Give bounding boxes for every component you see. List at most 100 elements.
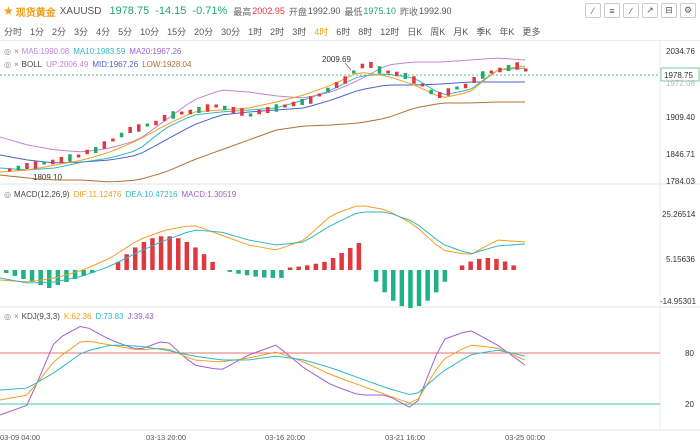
kdj-k-line bbox=[0, 340, 526, 404]
macd-bar bbox=[64, 270, 69, 282]
candle bbox=[283, 104, 287, 108]
price-change-pct: -0.71% bbox=[192, 5, 228, 17]
ma5-value: MA5:1990.08 bbox=[21, 47, 70, 56]
macd-bar bbox=[339, 253, 344, 270]
eye-icon[interactable]: ◎ bbox=[4, 190, 11, 199]
macd-bar bbox=[81, 270, 86, 276]
macd-bar bbox=[115, 261, 121, 270]
period-tab[interactable]: 1分 bbox=[30, 26, 45, 37]
boll-low-value: LOW:1928.04 bbox=[142, 60, 192, 69]
period-tab[interactable]: 20分 bbox=[194, 26, 214, 37]
kdj-legend: ◎ × KDJ(9,3,3) K:62.36 D:73.83 J:39.43 bbox=[4, 312, 158, 321]
macd-bar bbox=[29, 270, 35, 282]
macd-bar bbox=[305, 265, 310, 270]
ma20-value: MA20:1967.26 bbox=[129, 47, 182, 56]
period-tab[interactable]: 15分 bbox=[167, 26, 187, 37]
macd-legend: ◎ MACD(12,26,9) DIF:11.12476 DEA:10.4721… bbox=[4, 190, 240, 199]
close-icon[interactable]: × bbox=[13, 312, 19, 321]
period-tab[interactable]: 30分 bbox=[221, 26, 241, 37]
macd-bar bbox=[287, 267, 293, 270]
period-tab[interactable]: 季K bbox=[476, 26, 492, 37]
macd-dea-line bbox=[0, 211, 526, 284]
candle bbox=[197, 107, 201, 113]
macd-bar bbox=[72, 270, 78, 279]
period-tab[interactable]: 4时 bbox=[314, 26, 329, 37]
price-change: -14.15 bbox=[155, 5, 187, 17]
macd-bar bbox=[244, 270, 250, 276]
period-tab[interactable]: 月K bbox=[453, 26, 469, 37]
macd-bar bbox=[494, 258, 499, 270]
candle bbox=[205, 104, 210, 112]
macd-bar bbox=[150, 238, 155, 270]
macd-bar bbox=[141, 242, 147, 270]
close-icon[interactable]: × bbox=[13, 47, 19, 56]
period-tab[interactable]: 周K bbox=[430, 26, 446, 37]
cross-tool-icon[interactable]: ↗ bbox=[642, 3, 658, 18]
macd-bar bbox=[38, 270, 43, 285]
candle bbox=[438, 92, 442, 98]
period-tab[interactable]: 2时 bbox=[270, 26, 285, 37]
macd-bar bbox=[511, 265, 516, 270]
chart-tools: ⁄ ≡ ∕ ↗ ⊟ ⚙ bbox=[585, 3, 696, 18]
candle bbox=[524, 68, 528, 72]
boll-up-value: UP:2006.49 bbox=[46, 60, 89, 69]
candle bbox=[188, 109, 193, 115]
close-icon[interactable]: × bbox=[13, 60, 19, 69]
period-tab[interactable]: 3分 bbox=[74, 26, 89, 37]
ma5-line bbox=[0, 65, 526, 173]
macd-bar bbox=[330, 258, 336, 270]
macd-bar bbox=[262, 270, 267, 278]
eye-icon[interactable]: ◎ bbox=[4, 312, 11, 321]
period-tab[interactable]: 5分 bbox=[118, 26, 133, 37]
kdj-d-line bbox=[0, 344, 526, 396]
macd-bar bbox=[322, 261, 327, 270]
kdj-k-value: K:62.36 bbox=[63, 312, 92, 321]
period-tab[interactable]: 分时 bbox=[4, 26, 23, 37]
candle bbox=[412, 76, 416, 84]
gear-icon[interactable]: ⚙ bbox=[680, 3, 696, 18]
eye-icon[interactable]: ◎ bbox=[4, 60, 11, 69]
kdj-j-value: J:39.43 bbox=[127, 312, 154, 321]
candle bbox=[352, 70, 356, 74]
period-tab[interactable]: 12时 bbox=[380, 26, 400, 37]
instrument-code: XAUUSD bbox=[59, 5, 102, 17]
fib-tool-icon[interactable]: ≡ bbox=[604, 3, 620, 18]
candle bbox=[248, 113, 253, 117]
period-tab[interactable]: 年K bbox=[499, 26, 515, 37]
candle bbox=[369, 62, 373, 68]
candle bbox=[137, 124, 141, 132]
period-tab[interactable]: 4分 bbox=[96, 26, 111, 37]
draw-line-tool-icon[interactable]: ⁄ bbox=[585, 3, 601, 18]
price-tick-4: 1784.03 bbox=[666, 177, 695, 186]
quote-header: ★ 现货黄金 XAUUSD 1978.75 -14.15 -0.71% 最高 2… bbox=[0, 0, 700, 22]
macd-bar bbox=[296, 266, 301, 270]
period-tab[interactable]: 日K bbox=[407, 26, 423, 37]
high-marker-label: 2009.69 bbox=[322, 55, 351, 64]
period-tab[interactable]: 3时 bbox=[292, 26, 307, 37]
candle bbox=[154, 120, 158, 126]
period-tab[interactable]: 1时 bbox=[248, 26, 263, 37]
macd-bar bbox=[201, 254, 207, 270]
compare-tool-icon[interactable]: ⊟ bbox=[661, 3, 677, 18]
time-tick-2: 03-16 20:00 bbox=[265, 433, 305, 442]
period-tab[interactable]: 6时 bbox=[336, 26, 351, 37]
instrument-name: 现货黄金 bbox=[15, 7, 56, 19]
period-tab[interactable]: 更多 bbox=[522, 26, 541, 37]
candle bbox=[274, 104, 279, 112]
period-tab[interactable]: 2分 bbox=[52, 26, 67, 37]
period-tab[interactable]: 10分 bbox=[140, 26, 160, 37]
kdj-tick-80: 80 bbox=[685, 349, 694, 358]
star-icon[interactable]: ★ bbox=[3, 4, 14, 18]
macd-bar bbox=[227, 270, 233, 272]
macd-label: MACD(12,26,9) bbox=[13, 190, 70, 199]
macd-bar bbox=[373, 270, 379, 282]
period-tab[interactable]: 8时 bbox=[358, 26, 373, 37]
candle bbox=[343, 76, 347, 84]
macd-bar bbox=[485, 258, 491, 270]
time-tick-4: 03-25 00:00 bbox=[505, 433, 545, 442]
eye-icon[interactable]: ◎ bbox=[4, 47, 11, 56]
kdj-tick-20: 20 bbox=[685, 400, 694, 409]
channel-tool-icon[interactable]: ∕ bbox=[623, 3, 639, 18]
macd-tick-0: 25.26514 bbox=[662, 210, 696, 219]
